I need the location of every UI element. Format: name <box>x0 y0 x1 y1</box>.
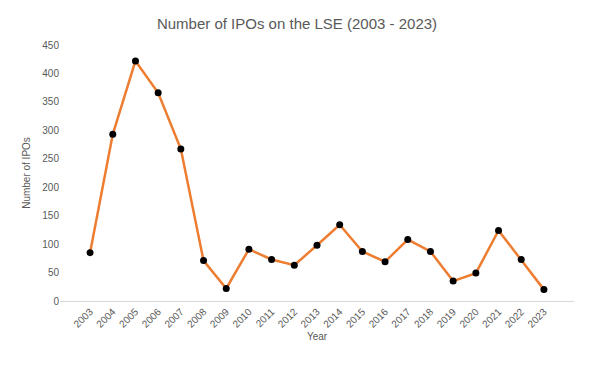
svg-text:2012: 2012 <box>276 306 300 330</box>
svg-text:2018: 2018 <box>412 306 436 330</box>
svg-text:Year: Year <box>307 331 328 342</box>
svg-text:0: 0 <box>53 296 59 307</box>
svg-text:2005: 2005 <box>117 306 141 330</box>
svg-text:2017: 2017 <box>389 306 413 330</box>
svg-text:450: 450 <box>42 40 59 51</box>
svg-text:Number of IPOs on the LSE (200: Number of IPOs on the LSE (2003 - 2023) <box>157 15 437 32</box>
svg-text:2007: 2007 <box>162 306 186 330</box>
svg-text:100: 100 <box>42 239 59 250</box>
svg-text:250: 250 <box>42 153 59 164</box>
svg-text:300: 300 <box>42 125 59 136</box>
svg-text:2010: 2010 <box>230 306 254 330</box>
svg-text:2006: 2006 <box>140 306 164 330</box>
svg-text:2020: 2020 <box>457 306 481 330</box>
svg-text:2013: 2013 <box>298 306 322 330</box>
svg-text:2019: 2019 <box>435 306 459 330</box>
svg-text:2016: 2016 <box>367 306 391 330</box>
svg-text:200: 200 <box>42 182 59 193</box>
svg-text:50: 50 <box>48 267 60 278</box>
svg-text:2014: 2014 <box>321 306 345 330</box>
svg-text:2021: 2021 <box>480 306 504 330</box>
svg-text:2009: 2009 <box>208 306 232 330</box>
svg-text:2015: 2015 <box>344 306 368 330</box>
svg-text:2022: 2022 <box>503 306 527 330</box>
svg-text:350: 350 <box>42 96 59 107</box>
svg-text:2023: 2023 <box>525 306 549 330</box>
svg-text:2011: 2011 <box>254 306 277 329</box>
svg-text:Number of IPOs: Number of IPOs <box>21 137 32 209</box>
svg-text:2003: 2003 <box>72 306 96 330</box>
svg-text:400: 400 <box>42 68 59 79</box>
svg-text:2008: 2008 <box>185 306 209 330</box>
svg-text:150: 150 <box>42 210 59 221</box>
svg-text:2004: 2004 <box>94 306 118 330</box>
